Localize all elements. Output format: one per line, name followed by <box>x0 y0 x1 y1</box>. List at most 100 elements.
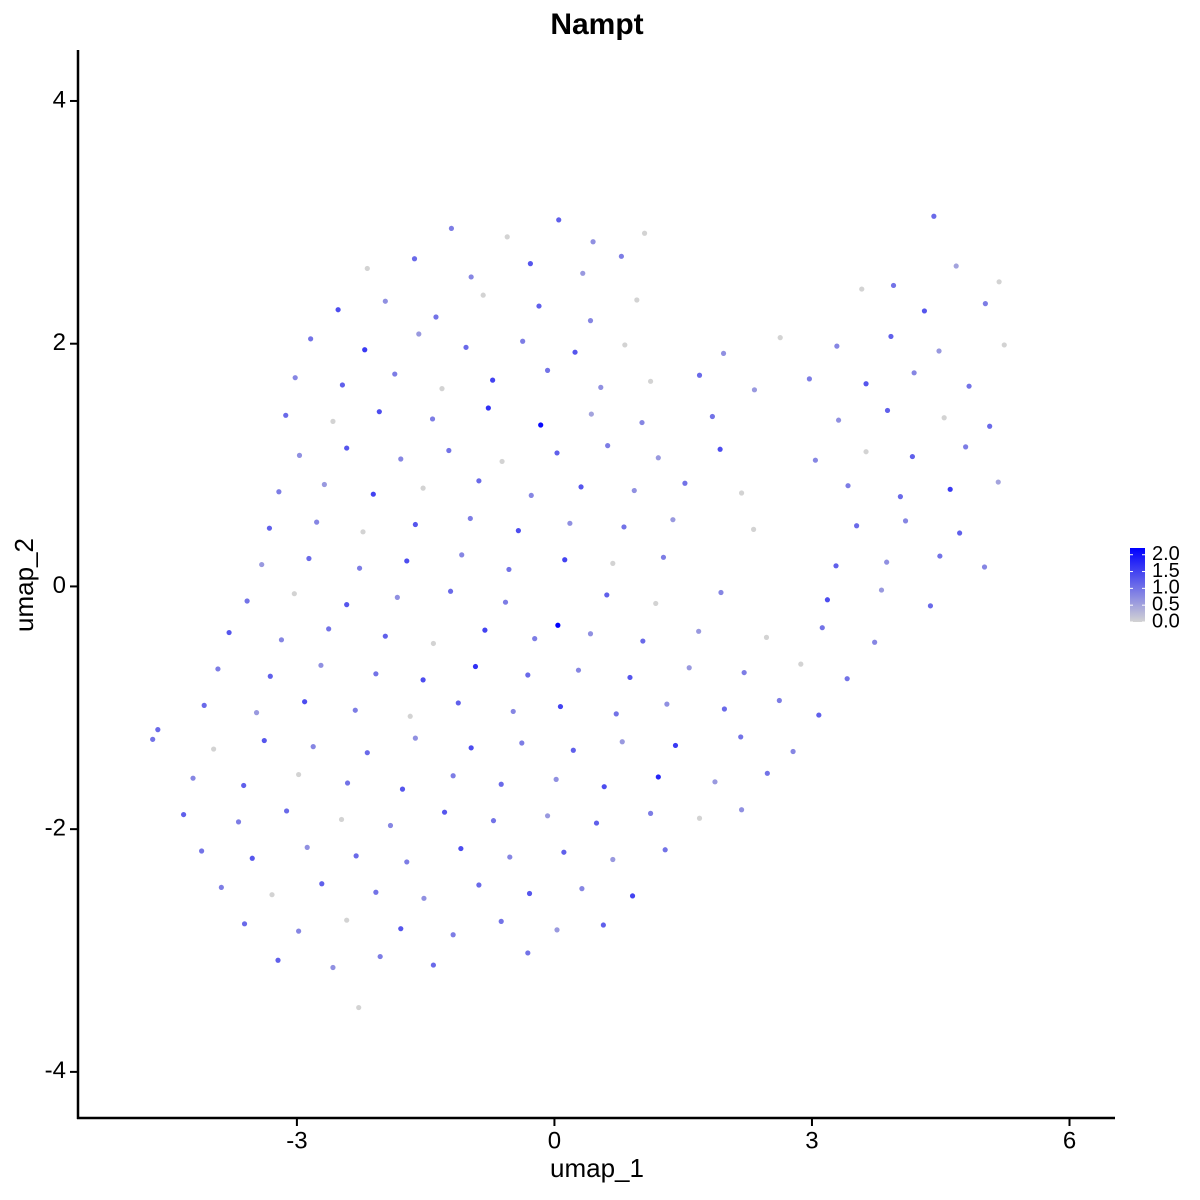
point <box>326 626 332 632</box>
point <box>482 627 488 633</box>
point <box>982 301 988 307</box>
point <box>292 375 298 381</box>
point <box>660 554 667 560</box>
point <box>555 622 561 628</box>
point <box>267 673 273 679</box>
point <box>721 706 728 712</box>
point <box>738 734 744 740</box>
point <box>310 744 316 750</box>
point <box>806 376 812 382</box>
point <box>653 600 659 607</box>
point <box>467 515 473 522</box>
point <box>420 677 426 683</box>
point <box>776 697 782 704</box>
point <box>468 274 474 280</box>
x-tick-label: 6 <box>1063 1127 1076 1154</box>
point <box>353 853 359 859</box>
point <box>863 449 869 455</box>
point <box>897 494 903 500</box>
point <box>981 564 988 570</box>
point <box>751 387 758 393</box>
point <box>696 372 703 378</box>
point <box>562 557 568 563</box>
point <box>712 779 718 785</box>
point <box>859 286 865 292</box>
point <box>798 661 804 667</box>
point <box>553 776 559 782</box>
point <box>253 710 260 716</box>
x-tick-label: -3 <box>286 1127 307 1154</box>
point <box>490 818 497 824</box>
point <box>824 597 831 603</box>
point <box>441 809 448 815</box>
point <box>429 416 436 422</box>
point <box>283 412 289 418</box>
point <box>278 637 285 643</box>
point <box>304 844 310 850</box>
point <box>266 525 273 531</box>
point <box>618 253 624 259</box>
y-tick-label: -2 <box>45 814 66 841</box>
point <box>750 526 757 532</box>
point <box>696 815 703 821</box>
point <box>241 782 247 789</box>
point <box>996 279 1002 285</box>
point <box>890 282 897 289</box>
point <box>515 528 521 534</box>
point <box>572 349 578 355</box>
point <box>211 746 217 752</box>
point <box>525 950 531 956</box>
point <box>218 884 224 891</box>
point <box>485 405 491 411</box>
point <box>199 848 205 854</box>
point <box>610 856 616 863</box>
point <box>587 318 594 324</box>
point <box>556 217 562 223</box>
point <box>352 707 358 713</box>
point <box>605 443 611 449</box>
point <box>579 886 585 892</box>
point <box>682 480 688 486</box>
y-tick-label: 0 <box>53 572 66 599</box>
point <box>812 457 819 463</box>
point <box>356 1004 362 1011</box>
point <box>319 881 325 887</box>
point <box>201 702 207 708</box>
point <box>526 890 533 897</box>
point <box>335 307 341 313</box>
point <box>416 331 422 337</box>
point <box>421 895 427 901</box>
point <box>902 518 909 524</box>
point <box>404 859 410 865</box>
point <box>420 485 426 491</box>
point <box>284 808 290 814</box>
colorbar-label: 1.0 <box>1152 577 1180 599</box>
point <box>590 239 596 245</box>
points <box>150 213 1007 1011</box>
point <box>520 338 526 344</box>
point <box>499 458 505 465</box>
y-tick-label: -4 <box>45 1057 66 1084</box>
point <box>306 555 312 562</box>
point <box>433 314 439 320</box>
point <box>610 560 616 566</box>
point <box>398 926 404 932</box>
point <box>629 893 636 899</box>
point <box>498 918 504 924</box>
point <box>941 415 947 421</box>
point <box>532 636 538 642</box>
point <box>634 297 640 303</box>
point <box>291 591 297 597</box>
point <box>655 774 661 780</box>
point <box>622 342 628 348</box>
point <box>557 703 564 710</box>
point <box>621 524 627 530</box>
point <box>835 417 842 423</box>
point <box>884 407 891 414</box>
point <box>575 667 582 673</box>
point <box>763 634 770 641</box>
point <box>561 849 567 855</box>
point <box>507 854 513 860</box>
point <box>476 478 482 484</box>
point <box>314 519 320 525</box>
